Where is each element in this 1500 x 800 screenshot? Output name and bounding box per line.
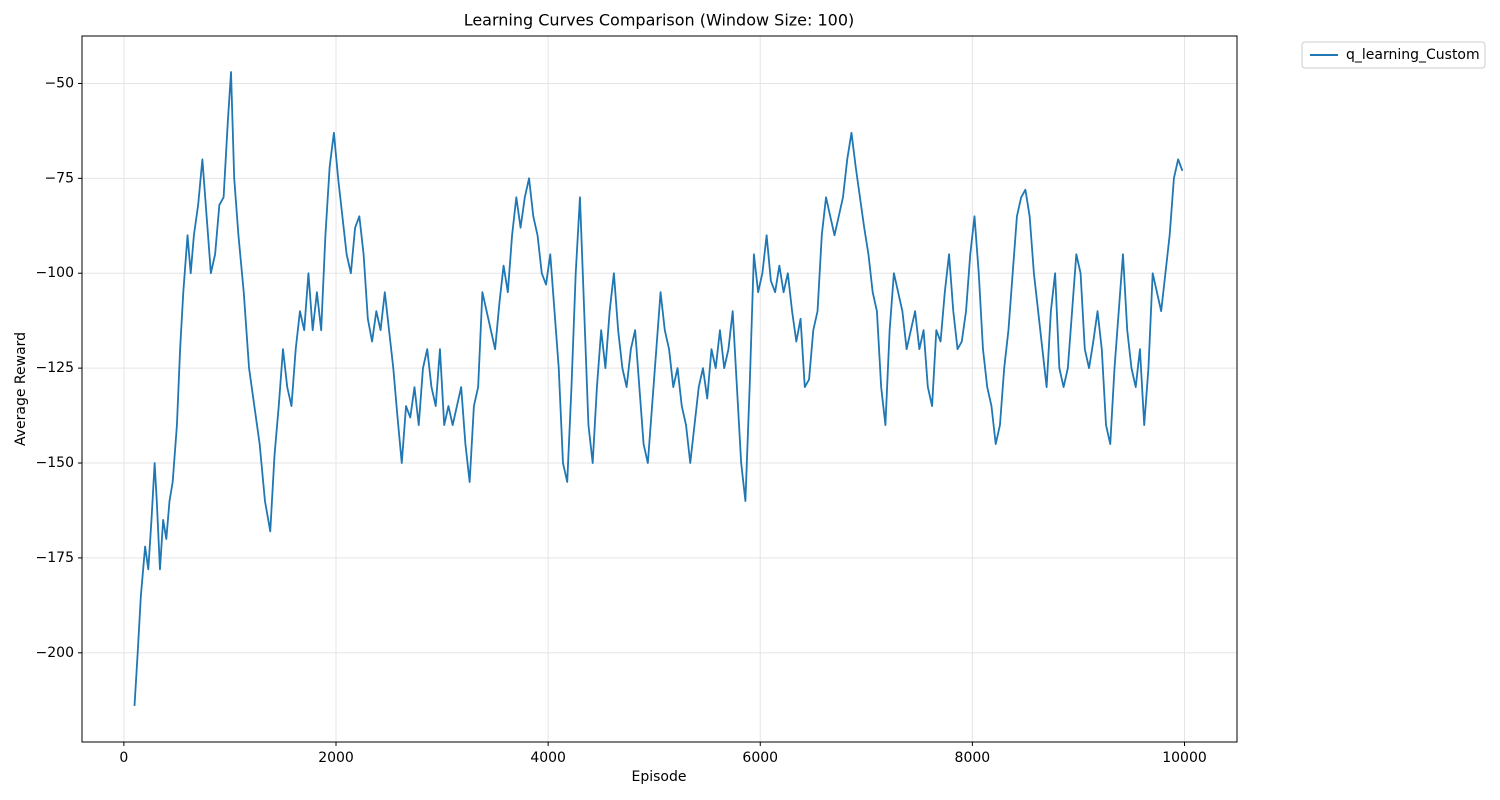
y-axis-label: Average Reward <box>13 332 29 446</box>
plot-frame <box>81 35 1238 743</box>
y-tick-label: −175 <box>36 550 74 566</box>
y-tick-label: −75 <box>44 170 74 186</box>
x-tick-label: 2000 <box>318 750 354 766</box>
x-tick-label: 0 <box>119 750 128 766</box>
x-tick-label: 6000 <box>742 750 778 766</box>
x-tick-label: 10000 <box>1162 750 1207 766</box>
line-series <box>133 71 1184 706</box>
legend: q_learning_Custom <box>1301 41 1486 69</box>
y-tick-label: −150 <box>36 455 74 471</box>
x-axis-label: Episode <box>632 769 687 785</box>
y-tick-label: −200 <box>36 645 74 661</box>
legend-label: q_learning_Custom <box>1346 47 1480 63</box>
legend-box <box>1301 41 1486 69</box>
x-tick-label: 4000 <box>530 750 566 766</box>
chart-title: Learning Curves Comparison (Window Size:… <box>464 11 855 30</box>
y-tick-label: −100 <box>36 265 74 281</box>
y-tick-label: −50 <box>44 75 74 91</box>
x-tick-label: 8000 <box>955 750 991 766</box>
y-tick-label: −125 <box>36 360 74 376</box>
